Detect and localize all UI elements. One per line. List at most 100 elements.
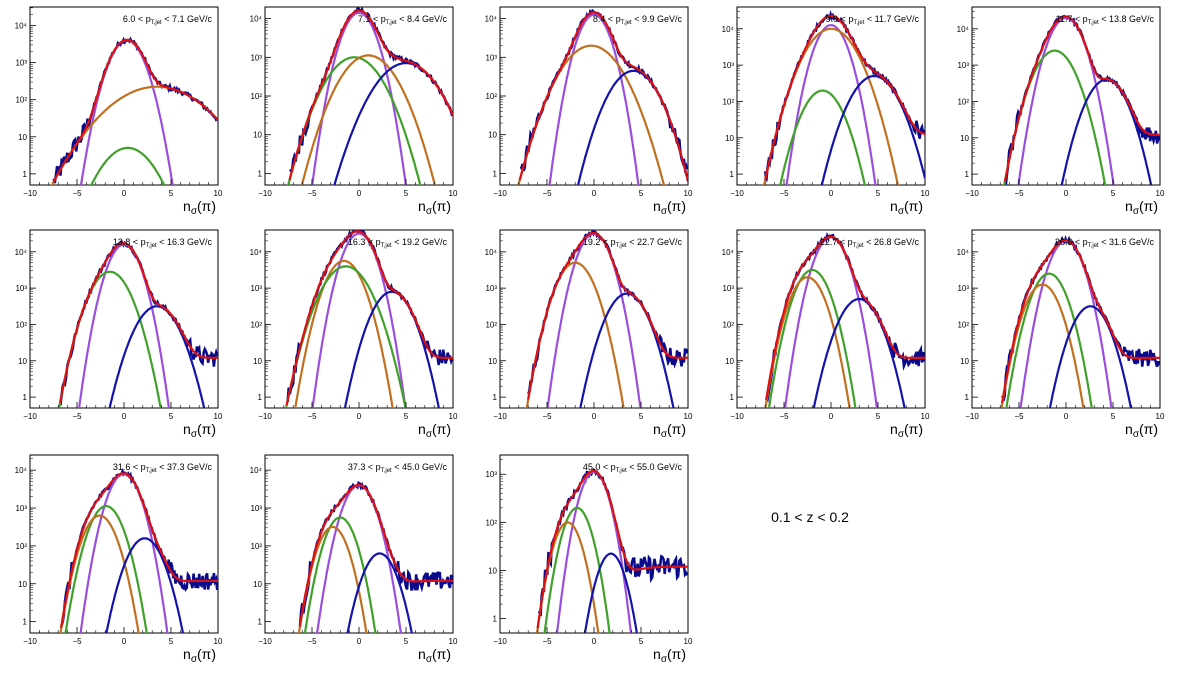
panel-13: −10 −5 0 5 10 1 10 10² 10³ nσ(π) 45.0 < pT,jet < 5… — [485, 454, 693, 665]
x-tick-label: −5 — [542, 189, 552, 198]
fit-component-electron — [579, 292, 675, 408]
x-tick-label: 0 — [829, 189, 834, 198]
x-tick-label: 10 — [921, 412, 930, 421]
fit-total — [527, 231, 688, 400]
fit-component-pion — [77, 243, 171, 408]
y-tick-label: 10³ — [250, 504, 262, 513]
x-tick-label: −5 — [307, 412, 317, 421]
fit-component-pion — [311, 232, 407, 408]
fit-total — [59, 472, 218, 628]
x-tick-label: 5 — [404, 412, 409, 421]
x-tick-label: 0 — [357, 189, 362, 198]
x-tick-label: −10 — [730, 412, 744, 421]
y-tick-label: 10⁴ — [250, 248, 263, 257]
y-tick-label: 10³ — [485, 470, 497, 479]
fit-component-pion — [311, 11, 407, 185]
y-tick-label: 10³ — [250, 284, 262, 293]
fit-component-pion — [79, 472, 169, 633]
y-tick-label: 10² — [15, 320, 27, 329]
fit-component-pion — [548, 13, 640, 185]
fit-component-electron — [346, 552, 413, 633]
y-tick-label: 10² — [250, 542, 262, 551]
z-range-annotation: 0.1 < z < 0.2 — [771, 509, 849, 525]
x-axis-label: nσ(π) — [183, 421, 216, 440]
plot-frame — [499, 229, 689, 409]
x-axis-label: nσ(π) — [183, 198, 216, 217]
y-tick-label: 10 — [253, 357, 262, 366]
x-tick-label: 0 — [357, 637, 362, 646]
y-tick-label: 10⁴ — [957, 25, 970, 34]
fit-component-kaon — [767, 268, 857, 408]
y-tick-label: 10 — [960, 134, 969, 143]
plot-area — [287, 7, 453, 185]
x-tick-label: 0 — [829, 412, 834, 421]
x-tick-label: −5 — [72, 189, 82, 198]
y-tick-label: 10 — [725, 134, 734, 143]
x-tick-label: −5 — [779, 412, 789, 421]
x-tick-label: 0 — [122, 412, 127, 421]
x-tick-label: −10 — [23, 412, 37, 421]
x-tick-label: −5 — [307, 637, 317, 646]
fit-component-electron — [1048, 305, 1133, 408]
x-tick-label: 10 — [214, 412, 223, 421]
x-axis-label: nσ(π) — [653, 421, 686, 440]
y-tick-label: 10² — [485, 320, 497, 329]
data-histogram — [288, 7, 453, 173]
y-tick-label: 1 — [258, 169, 263, 178]
x-tick-label: 0 — [122, 637, 127, 646]
panel-title: 9.9 < pT,jet < 11.7 GeV/c — [826, 14, 920, 26]
y-tick-label: 10⁴ — [15, 248, 28, 257]
x-tick-label: −10 — [258, 189, 272, 198]
x-tick-label: 5 — [169, 637, 174, 646]
panel-12: −10 −5 0 5 10 1 10 10² 10³ 10⁴ nσ(π) 37.3 < pT,jet … — [250, 454, 458, 665]
plot-area — [762, 10, 925, 185]
panel-8: −10 −5 0 5 10 1 10 10² 10³ 10⁴ nσ(π) 19.2 < pT,jet … — [485, 229, 693, 440]
x-axis-label: nσ(π) — [653, 646, 686, 665]
x-tick-label: −10 — [493, 189, 507, 198]
fit-component-electron — [820, 74, 925, 185]
plot-area — [59, 467, 218, 633]
x-axis-label: nσ(π) — [418, 646, 451, 665]
fit-component-electron — [583, 552, 638, 633]
x-tick-label: 5 — [876, 412, 881, 421]
x-tick-label: 10 — [684, 637, 693, 646]
y-tick-label: 10³ — [722, 284, 734, 293]
plot-frame — [971, 229, 1161, 409]
fit-total — [536, 469, 688, 629]
x-tick-label: 10 — [921, 189, 930, 198]
y-tick-label: 10² — [485, 518, 497, 527]
fit-component-kaon — [64, 504, 148, 633]
panel-5: −10 −5 0 5 10 1 10 10² 10³ 10⁴ nσ(π) 11.7 < pT,jet … — [957, 6, 1165, 217]
x-tick-label: 0 — [592, 637, 597, 646]
x-tick-label: 0 — [592, 189, 597, 198]
fit-component-pion — [783, 236, 879, 408]
y-tick-label: 10⁴ — [722, 25, 735, 34]
y-tick-label: 10⁴ — [15, 466, 28, 475]
plot-frame — [29, 229, 219, 409]
x-tick-label: −10 — [23, 637, 37, 646]
y-tick-label: 10 — [488, 131, 497, 140]
panel-7: −10 −5 0 5 10 1 10 10² 10³ 10⁴ nσ(π) 16.3 < pT,jet … — [250, 229, 458, 440]
y-tick-label: 10⁴ — [722, 248, 735, 257]
fit-component-electron — [105, 537, 185, 633]
data-histogram — [52, 36, 218, 184]
plot-area — [1003, 14, 1160, 185]
panel-title: 7.1 < pT,jet < 8.4 GeV/c — [358, 14, 448, 26]
x-tick-label: −10 — [493, 412, 507, 421]
x-axis-label: nσ(π) — [418, 421, 451, 440]
x-tick-label: −5 — [72, 412, 82, 421]
x-axis-label: nσ(π) — [1125, 421, 1158, 440]
fit-total — [288, 9, 453, 181]
y-tick-label: 10² — [15, 96, 27, 105]
y-tick-label: 1 — [493, 393, 498, 402]
x-tick-label: −5 — [307, 189, 317, 198]
fit-component-proton — [300, 54, 436, 185]
fit-component-proton — [764, 276, 851, 408]
plot-area — [525, 230, 688, 408]
y-tick-label: 10 — [253, 580, 262, 589]
fit-total — [765, 235, 925, 401]
panel-10: −10 −5 0 5 10 1 10 10² 10³ 10⁴ nσ(π) 26.8 < pT,jet … — [957, 229, 1165, 440]
y-tick-label: 10² — [250, 92, 262, 101]
x-axis-label: nσ(π) — [890, 421, 923, 440]
